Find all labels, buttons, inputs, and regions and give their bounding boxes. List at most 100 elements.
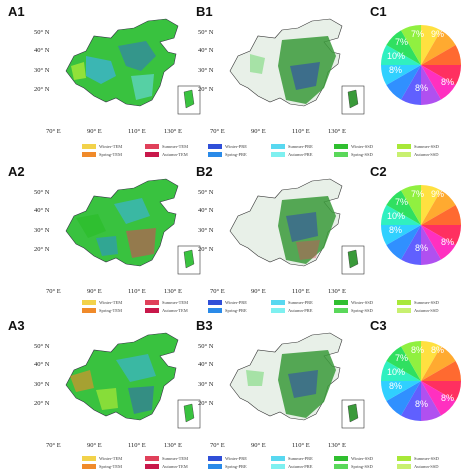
lon-tick-90-a1: 90° E	[87, 128, 102, 135]
legend-item: Summer-SSD	[397, 300, 460, 305]
lat-tick-20-a1: 20° N	[34, 86, 50, 93]
lat-tick-40-a3: 40° N	[34, 361, 50, 368]
china-outline	[65, 18, 179, 107]
legend-label: Summer-TEM	[162, 144, 189, 149]
pie-slice	[421, 30, 456, 65]
legend-label: Winter-TEM	[99, 300, 123, 305]
legend-item: Winter-PRE	[208, 456, 271, 461]
legend-swatch	[145, 300, 159, 305]
panel-label-b1: B1	[196, 4, 213, 19]
legend-label: Summer-PRE	[288, 144, 313, 149]
lon-tick-90-b2: 90° E	[251, 288, 266, 295]
legend-label: Winter-PRE	[225, 300, 247, 305]
pie-slice	[421, 341, 441, 381]
lon-tick-90-a3: 90° E	[87, 442, 102, 449]
lon-tick-130-a3: 130° E	[164, 442, 182, 449]
legend-label: Summer-SSD	[414, 144, 439, 149]
pie-slice	[401, 341, 421, 381]
legend-row-1a: Winter-TEM Summer-TEM Winter-PRE Summer-…	[82, 144, 460, 149]
pie-label: 8%	[415, 243, 428, 253]
legend-item: Summer-PRE	[271, 300, 334, 305]
legend-item: Spring-SSD	[334, 464, 397, 469]
legend-item: Summer-TEM	[145, 144, 208, 149]
legend-swatch	[208, 456, 222, 461]
pie-label: 8%	[441, 237, 454, 247]
pie-slices	[381, 25, 461, 105]
lon-tick-70-a3: 70° E	[46, 442, 61, 449]
legend-label: Summer-SSD	[414, 456, 439, 461]
legend-swatch	[397, 464, 411, 469]
pie-c2: 7% 9% 8% 8% 8% 10% 7%	[381, 185, 461, 265]
lon-tick-110-a2: 110° E	[128, 288, 146, 295]
legend-swatch	[82, 456, 96, 461]
map-b2	[229, 178, 365, 275]
lat-tick-40-b3: 40° N	[198, 361, 214, 368]
legend-item: Winter-SSD	[334, 144, 397, 149]
legend-label: Summer-TEM	[162, 300, 189, 305]
legend-item: Winter-TEM	[82, 144, 145, 149]
legend-item: Summer-PRE	[271, 456, 334, 461]
panel-label-b3: B3	[196, 318, 213, 333]
legend-swatch	[334, 152, 348, 157]
legend-item: Autumn-TEM	[145, 464, 208, 469]
legend-item: Summer-TEM	[145, 300, 208, 305]
pie-slice	[381, 205, 421, 225]
legend-item: Autumn-TEM	[145, 308, 208, 313]
legend-label: Winter-SSD	[351, 456, 373, 461]
pie-label: 10%	[387, 367, 405, 377]
legend-label: Spring-TEM	[99, 152, 122, 157]
lon-tick-110-b3: 110° E	[292, 442, 310, 449]
lon-tick-110-a3: 110° E	[128, 442, 146, 449]
legend-row-3a: Winter-TEM Summer-TEM Winter-PRE Summer-…	[82, 456, 460, 461]
legend-label: Autumn-SSD	[414, 464, 439, 469]
lat-tick-20-b2: 20° N	[198, 246, 214, 253]
pie-slice	[421, 65, 441, 105]
pie-slice	[421, 225, 456, 260]
pie-slice	[401, 225, 421, 265]
legend-swatch	[397, 152, 411, 157]
pie-label: 9%	[431, 29, 444, 39]
pie-label: 7%	[395, 197, 408, 207]
legend-label: Summer-TEM	[162, 456, 189, 461]
lon-tick-110-b1: 110° E	[292, 128, 310, 135]
legend-item: Spring-TEM	[82, 464, 145, 469]
legend-swatch	[271, 308, 285, 313]
lon-tick-70-a1: 70° E	[46, 128, 61, 135]
legend-item: Winter-PRE	[208, 144, 271, 149]
panel-label-a3: A3	[8, 318, 25, 333]
lon-tick-130-b2: 130° E	[328, 288, 346, 295]
legend-item: Spring-TEM	[82, 152, 145, 157]
legend-item: Winter-TEM	[82, 300, 145, 305]
legend-row-1b: Spring-TEM Autumn-TEM Spring-PRE Autumn-…	[82, 152, 460, 157]
lat-tick-30-b3: 30° N	[198, 381, 214, 388]
pie-slice	[381, 225, 421, 245]
legend-label: Spring-SSD	[351, 464, 373, 469]
legend-swatch	[397, 456, 411, 461]
pie-slice	[421, 205, 461, 225]
pie-slice	[421, 25, 441, 65]
legend-swatch	[271, 300, 285, 305]
lon-tick-90-b1: 90° E	[251, 128, 266, 135]
pie-slice	[421, 65, 456, 100]
pie-slice	[381, 361, 421, 381]
legend-swatch	[208, 464, 222, 469]
legend-swatch	[145, 152, 159, 157]
pie-label: 8%	[411, 345, 424, 355]
lat-tick-20-a3: 20° N	[34, 400, 50, 407]
pie-label: 8%	[389, 225, 402, 235]
pie-slices	[381, 341, 461, 421]
panel-label-b2: B2	[196, 164, 213, 179]
legend-item: Spring-PRE	[208, 308, 271, 313]
panel-label-c1: C1	[370, 4, 387, 19]
legend-item: Autumn-SSD	[397, 308, 460, 313]
lon-tick-130-a1: 130° E	[164, 128, 182, 135]
pie-c3: 8% 8% 8% 8% 8% 10% 7%	[381, 341, 461, 421]
legend-label: Winter-SSD	[351, 144, 373, 149]
legend-swatch	[271, 456, 285, 461]
legend-label: Spring-SSD	[351, 308, 373, 313]
pie-slice	[386, 346, 421, 381]
pie-slice	[421, 381, 441, 421]
panel-label-a2: A2	[8, 164, 25, 179]
legend-swatch	[145, 464, 159, 469]
legend-item: Summer-SSD	[397, 144, 460, 149]
